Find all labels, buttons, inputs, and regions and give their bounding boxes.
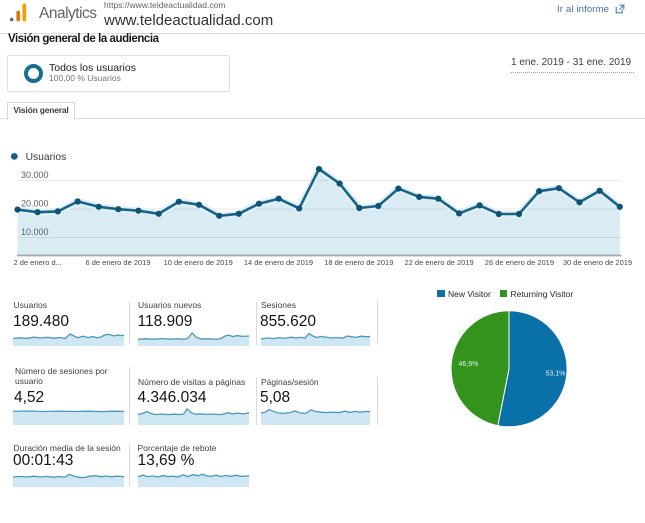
svg-text:10 de enero de 2019: 10 de enero de 2019: [164, 258, 233, 267]
svg-text:46,9%: 46,9%: [459, 361, 479, 368]
svg-text:10.000: 10.000: [21, 227, 49, 237]
svg-text:Usuarios: Usuarios: [26, 152, 67, 163]
svg-text:30 de enero de 2019: 30 de enero de 2019: [563, 258, 632, 267]
svg-text:14 de enero de 2019: 14 de enero de 2019: [244, 258, 313, 267]
svg-text:18 de enero de 2019: 18 de enero de 2019: [324, 258, 393, 267]
svg-text:20.000: 20.000: [21, 199, 49, 209]
svg-text:53,1%: 53,1%: [546, 371, 566, 378]
svg-text:6 de enero de 2019: 6 de enero de 2019: [85, 258, 150, 267]
svg-text:22 de enero de 2019: 22 de enero de 2019: [404, 258, 473, 267]
svg-text:26 de enero de 2019: 26 de enero de 2019: [485, 258, 554, 267]
svg-text:30.000: 30.000: [21, 170, 49, 180]
svg-text:2 de enero d...: 2 de enero d...: [14, 258, 62, 267]
